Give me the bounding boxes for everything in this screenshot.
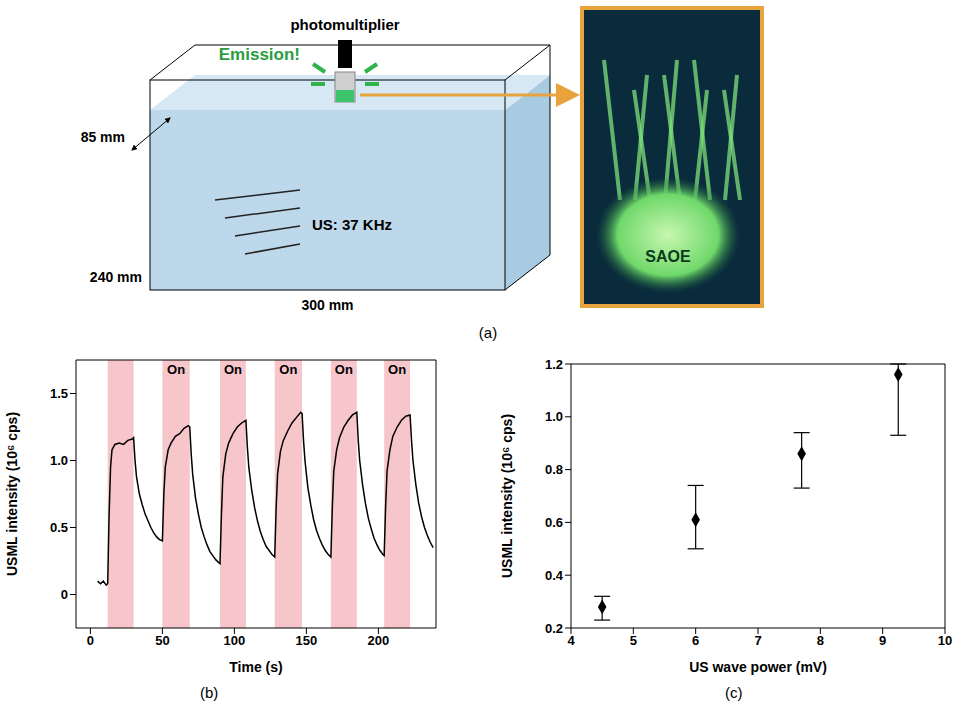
svg-text:5: 5 [630,633,637,648]
svg-text:200: 200 [368,633,390,648]
svg-text:8: 8 [817,633,824,648]
svg-text:US: 37 KHz: US: 37 KHz [312,216,392,233]
svg-text:6: 6 [692,633,699,648]
svg-text:150: 150 [296,633,318,648]
svg-text:On: On [335,362,353,377]
svg-text:100: 100 [224,633,246,648]
svg-text:photomultiplier: photomultiplier [290,16,399,33]
svg-text:240 mm: 240 mm [90,269,142,285]
svg-text:On: On [167,362,185,377]
svg-text:On: On [224,362,242,377]
svg-text:10: 10 [938,633,952,648]
svg-text:1.2: 1.2 [545,357,563,372]
svg-text:7: 7 [754,633,761,648]
svg-text:9: 9 [879,633,886,648]
svg-text:1.0: 1.0 [545,409,563,424]
svg-text:USML intensity (10⁶ cps): USML intensity (10⁶ cps) [499,414,515,578]
svg-text:Time (s): Time (s) [229,659,282,675]
svg-text:0.5: 0.5 [50,520,68,535]
svg-text:0: 0 [87,633,94,648]
svg-text:US wave power (mV): US wave power (mV) [689,659,827,675]
svg-text:50: 50 [155,633,169,648]
svg-text:4: 4 [567,633,575,648]
svg-text:(a): (a) [479,324,497,341]
svg-text:0.6: 0.6 [545,515,563,530]
svg-text:85 mm: 85 mm [81,129,125,145]
html-text:(b): (b) [200,684,219,701]
svg-text:On: On [279,362,297,377]
svg-text:USML intensity (10⁶ cps): USML intensity (10⁶ cps) [4,412,20,576]
svg-text:On: On [388,362,406,377]
svg-text:SAOE: SAOE [645,248,691,265]
svg-text:0: 0 [61,587,68,602]
svg-text:1.0: 1.0 [50,453,68,468]
svg-text:0.8: 0.8 [545,462,563,477]
svg-text:300 mm: 300 mm [301,297,353,313]
html-text:(c): (c) [725,684,743,701]
svg-text:1.5: 1.5 [50,386,68,401]
svg-text:0.4: 0.4 [545,568,564,583]
svg-text:0.2: 0.2 [545,621,563,636]
svg-text:Emission!: Emission! [219,45,300,64]
